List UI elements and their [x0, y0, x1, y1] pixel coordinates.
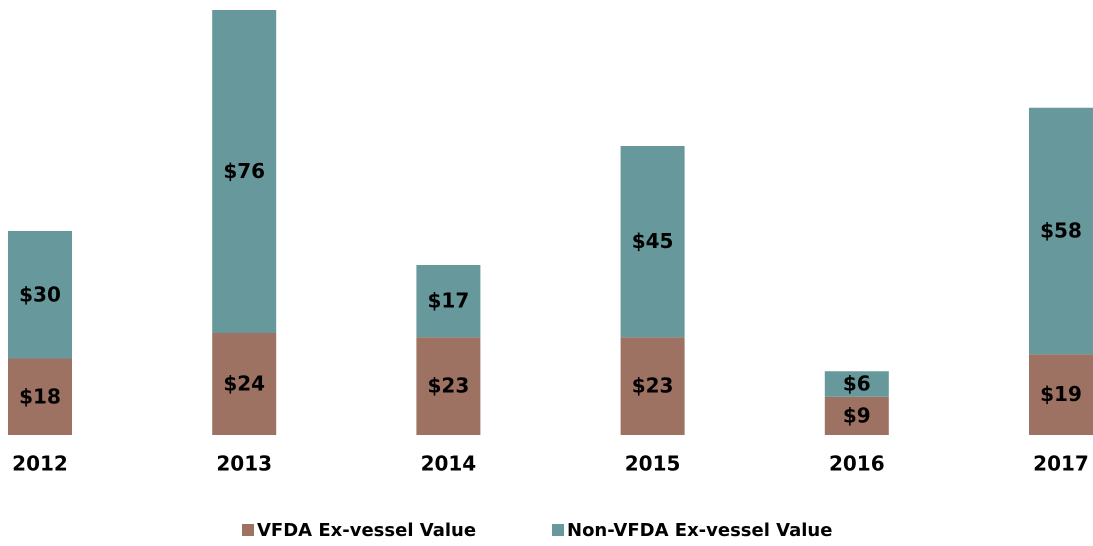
data-label: $19 — [1040, 382, 1082, 406]
data-label: $6 — [843, 372, 871, 396]
bar-segment — [824, 371, 889, 397]
legend-label: Non-VFDA Ex-vessel Value — [567, 520, 832, 541]
x-tick-label: 2013 — [216, 452, 272, 476]
x-tick-label: 2015 — [625, 452, 681, 476]
bar-segment — [824, 396, 889, 435]
legend-swatch — [552, 524, 564, 536]
bar-segment — [1029, 107, 1093, 355]
bar-segment — [212, 10, 277, 333]
data-label: $9 — [843, 403, 871, 427]
x-tick-label: 2014 — [421, 452, 477, 476]
legend-label: VFDA Ex-vessel Value — [257, 520, 476, 541]
data-label: $58 — [1040, 219, 1082, 243]
data-label: $24 — [223, 372, 265, 396]
data-label: $23 — [428, 374, 470, 398]
bar-segment — [416, 265, 481, 338]
bar-segment — [8, 358, 72, 435]
bar-segment — [8, 231, 72, 359]
data-label: $17 — [428, 289, 470, 313]
data-label: $23 — [632, 374, 674, 398]
data-label: $45 — [632, 229, 674, 253]
bar-segment — [212, 333, 277, 435]
data-label: $18 — [19, 384, 61, 408]
bar-segment — [620, 146, 685, 338]
legend-swatch — [242, 524, 254, 536]
bar-segment — [1029, 354, 1093, 435]
bar-segment — [620, 337, 685, 435]
x-tick-label: 2017 — [1033, 452, 1089, 476]
x-tick-label: 2016 — [829, 452, 885, 476]
data-label: $30 — [19, 282, 61, 306]
data-label: $76 — [223, 159, 265, 183]
x-tick-label: 2012 — [12, 452, 68, 476]
bar-segment — [416, 337, 481, 435]
